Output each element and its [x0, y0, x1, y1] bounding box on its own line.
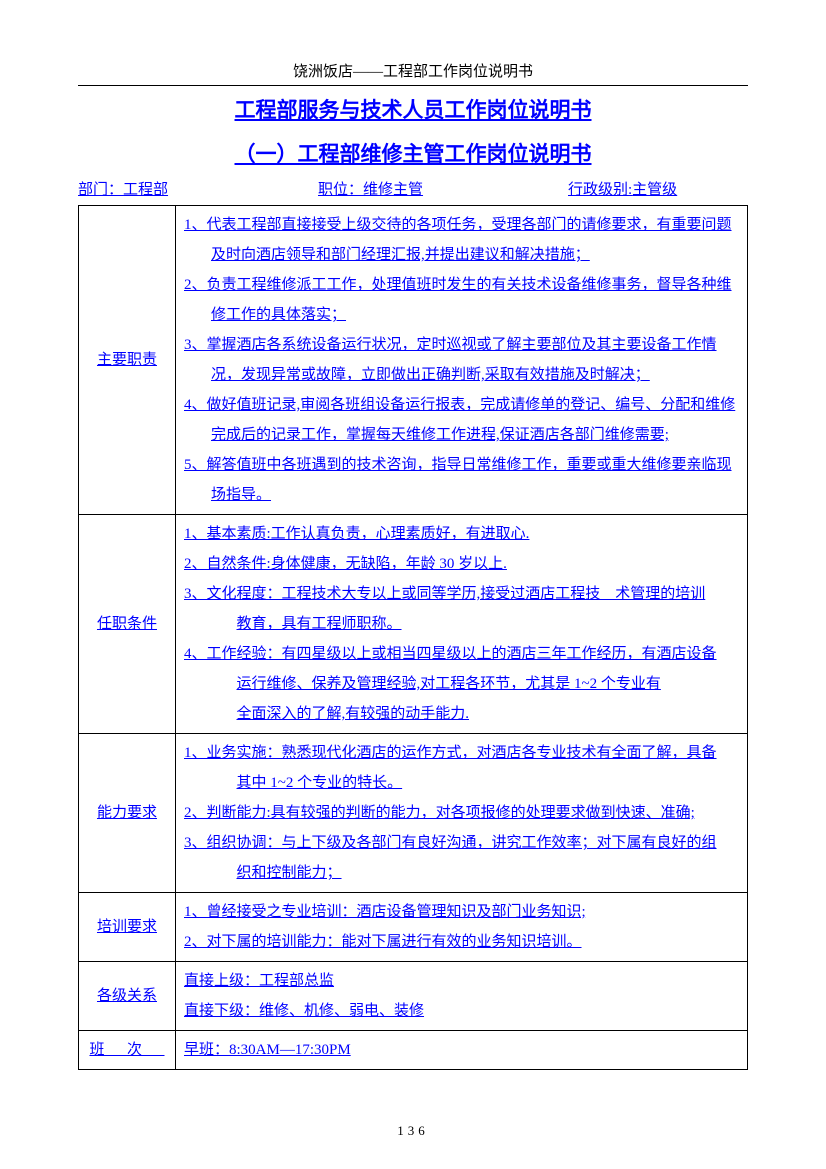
page-number: 136 [0, 1123, 826, 1139]
relations-row: 各级关系 直接上级：工程部总监 直接下级：维修、机修、弱电、装修 [79, 962, 748, 1031]
pos-segment: 职位：维修主管 [318, 178, 568, 199]
shift-label-text: 班次 [89, 1042, 164, 1058]
duties-content: 1、代表工程部直接接受上级交待的各项任务，受理各部门的请修要求，有重要问题及时向… [176, 206, 748, 515]
info-row: 部门：工程部 职位：维修主管 行政级别:主管级 [78, 178, 748, 199]
training-content: 1、曾经接受之专业培训：酒店设备管理知识及部门业务知识; 2、对下属的培训能力：… [176, 893, 748, 962]
rank-value: 主管级 [632, 182, 677, 198]
abilities-label: 能力要求 [79, 734, 176, 893]
relations-content: 直接上级：工程部总监 直接下级：维修、机修、弱电、装修 [176, 962, 748, 1031]
training-label: 培训要求 [79, 893, 176, 962]
header-divider [78, 85, 748, 86]
qualifications-row: 任职条件 1、基本素质:工作认真负责，心理素质好，有进取心. 2、自然条件:身体… [79, 515, 748, 734]
qual-item: 1、基本素质:工作认真负责，心理素质好，有进取心. [184, 519, 739, 549]
ability-item: 1、业务实施：熟悉现代化酒店的运作方式，对酒店各专业技术有全面了解，具备 [184, 738, 739, 768]
rank-segment: 行政级别:主管级 [568, 178, 748, 199]
relation-line: 直接上级：工程部总监 [184, 966, 739, 996]
qual-sub: 教育，具有工程师职称。 [184, 609, 739, 639]
qual-sub: 运行维修、保养及管理经验,对工程各环节，尤其是 1~2 个专业有 [184, 669, 739, 699]
duty-item: 2、负责工程维修派工工作，处理值班时发生的有关技术设备维修事务，督导各种维修工作… [184, 270, 739, 330]
duty-item: 5、解答值班中各班遇到的技术咨询，指导日常维修工作，重要或重大维修要亲临现场指导… [184, 450, 739, 510]
ability-item: 2、判断能力:具有较强的判断的能力，对各项报修的处理要求做到快速、准确; [184, 798, 739, 828]
rank-label: 行政级别: [568, 182, 632, 198]
relation-line: 直接下级：维修、机修、弱电、装修 [184, 996, 739, 1026]
running-header: 饶洲饭店——工程部工作岗位说明书 [78, 60, 748, 81]
qualifications-label: 任职条件 [79, 515, 176, 734]
ability-sub: 织和控制能力； [184, 858, 739, 888]
qualifications-content: 1、基本素质:工作认真负责，心理素质好，有进取心. 2、自然条件:身体健康，无缺… [176, 515, 748, 734]
sub-title: （一）工程部维修主管工作岗位说明书 [78, 138, 748, 168]
duties-row: 主要职责 1、代表工程部直接接受上级交待的各项任务，受理各部门的请修要求，有重要… [79, 206, 748, 515]
ability-sub: 其中 1~2 个专业的特长。 [184, 768, 739, 798]
relations-label: 各级关系 [79, 962, 176, 1031]
duties-label: 主要职责 [79, 206, 176, 515]
job-table: 主要职责 1、代表工程部直接接受上级交待的各项任务，受理各部门的请修要求，有重要… [78, 205, 748, 1070]
abilities-row: 能力要求 1、业务实施：熟悉现代化酒店的运作方式，对酒店各专业技术有全面了解，具… [79, 734, 748, 893]
dept-segment: 部门：工程部 [78, 178, 318, 199]
duty-item: 3、掌握酒店各系统设备运行状况，定时巡视或了解主要部位及其主要设备工作情况，发现… [184, 330, 739, 390]
abilities-content: 1、业务实施：熟悉现代化酒店的运作方式，对酒店各专业技术有全面了解，具备 其中 … [176, 734, 748, 893]
pos-value: 维修主管 [363, 182, 423, 198]
training-row: 培训要求 1、曾经接受之专业培训：酒店设备管理知识及部门业务知识; 2、对下属的… [79, 893, 748, 962]
shift-label: 班次 [79, 1031, 176, 1070]
ability-item: 3、组织协调：与上下级及各部门有良好沟通，讲究工作效率；对下属有良好的组 [184, 828, 739, 858]
dept-label: 部门： [78, 182, 123, 198]
pos-label: 职位： [318, 182, 363, 198]
training-item: 1、曾经接受之专业培训：酒店设备管理知识及部门业务知识; [184, 897, 739, 927]
qual-item: 2、自然条件:身体健康，无缺陷，年龄 30 岁以上. [184, 549, 739, 579]
main-title: 工程部服务与技术人员工作岗位说明书 [78, 94, 748, 124]
training-item: 2、对下属的培训能力：能对下属进行有效的业务知识培训。 [184, 927, 739, 957]
qual-item: 4、工作经验：有四星级以上或相当四星级以上的酒店三年工作经历，有酒店设备 [184, 639, 739, 669]
dept-value: 工程部 [123, 182, 168, 198]
page: 饶洲饭店——工程部工作岗位说明书 工程部服务与技术人员工作岗位说明书 （一）工程… [0, 0, 826, 1169]
shift-row: 班次 早班：8:30AM—17:30PM [79, 1031, 748, 1070]
shift-value: 早班：8:30AM—17:30PM [184, 1035, 739, 1065]
shift-content: 早班：8:30AM—17:30PM [176, 1031, 748, 1070]
qual-sub: 全面深入的了解,有较强的动手能力. [184, 699, 739, 729]
duty-item: 4、做好值班记录,审阅各班组设备运行报表，完成请修单的登记、编号、分配和维修完成… [184, 390, 739, 450]
qual-item: 3、文化程度：工程技术大专以上或同等学历,接受过酒店工程技 术管理的培训 [184, 579, 739, 609]
duty-item: 1、代表工程部直接接受上级交待的各项任务，受理各部门的请修要求，有重要问题及时向… [184, 210, 739, 270]
